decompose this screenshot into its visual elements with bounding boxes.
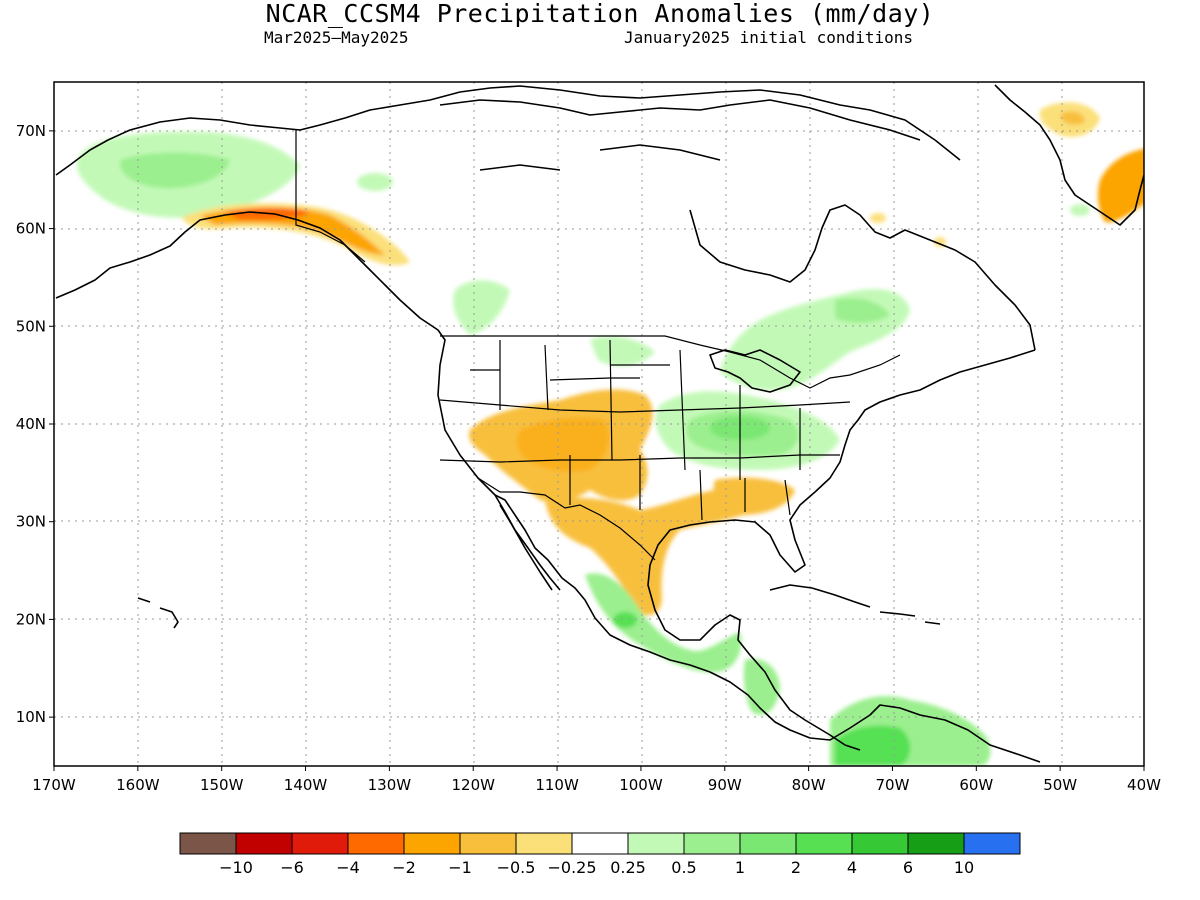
coastline-hudson-bay <box>689 204 1036 351</box>
x-axis-ticks: 170W 160W 150W 140W 130W 120W 110W 100W 90W 80W 70… <box>32 766 1161 794</box>
x-tick-label: 150W <box>200 776 244 794</box>
wet-region-west-canada <box>453 280 510 335</box>
chart-title: NCAR_CCSM4 Precipitation Anomalies (mm/d… <box>265 0 935 28</box>
x-tick-label: 50W <box>1043 776 1077 794</box>
colorbar-swatch <box>739 832 797 855</box>
colorbar-swatch <box>403 832 461 855</box>
anomaly-shading <box>76 102 1144 766</box>
colorbar-swatch <box>571 832 629 855</box>
dry-region-texas-mexico <box>545 485 764 616</box>
x-tick-label: 160W <box>116 776 160 794</box>
colorbar-swatch <box>235 832 293 855</box>
x-tick-label: 60W <box>959 776 993 794</box>
colorbar-label: 2 <box>791 858 801 877</box>
coastline-baja <box>494 494 711 673</box>
hawaii <box>137 597 179 629</box>
x-tick-label: 80W <box>792 776 826 794</box>
coastline-cuba <box>769 584 871 608</box>
colorbar-label: 0.25 <box>610 858 646 877</box>
colorbar-label: 1 <box>735 858 745 877</box>
y-tick-label: 40N <box>16 415 46 433</box>
colorbar-label: −0.25 <box>547 858 596 877</box>
coastline-central-america <box>709 671 1041 763</box>
x-tick-label: 140W <box>284 776 328 794</box>
border-us-canada <box>440 335 901 389</box>
border-alaska-canada <box>295 130 366 263</box>
x-tick-label: 130W <box>368 776 412 794</box>
gridlines <box>54 82 1144 766</box>
colorbar-swatch <box>291 832 349 855</box>
y-tick-label: 20N <box>16 610 46 628</box>
y-tick-label: 50N <box>16 317 46 335</box>
colorbar-label: −10 <box>219 858 253 877</box>
wet-region-mexico <box>585 573 742 673</box>
colorbar-label: −0.5 <box>497 858 536 877</box>
colorbar-swatch <box>851 832 909 855</box>
colorbar-swatch <box>347 832 405 855</box>
colorbar-swatch <box>683 832 741 855</box>
x-tick-label: 110W <box>535 776 579 794</box>
forecast-period: Mar2025–May2025 <box>264 28 409 47</box>
wet-region-east-canada <box>720 289 910 391</box>
colorbar-label: −6 <box>280 858 304 877</box>
y-axis-ticks: 10N 20N 30N 40N 50N 60N 70N <box>16 122 54 726</box>
colorbar-swatch <box>963 832 1021 855</box>
x-tick-label: 70W <box>876 776 910 794</box>
political-borders <box>295 130 901 561</box>
x-tick-label: 90W <box>708 776 742 794</box>
coastline-east <box>647 349 1036 751</box>
y-tick-label: 10N <box>16 708 46 726</box>
colorbar-swatch <box>795 832 853 855</box>
colorbar-swatch <box>627 832 685 855</box>
colorbar-label: 6 <box>903 858 913 877</box>
coastlines <box>55 84 1144 763</box>
x-tick-label: 120W <box>451 776 495 794</box>
colorbar: −10 −6 −4 −2 −1 −0.5 −0.25 0.25 0.5 1 2 4 6 10 <box>179 832 1021 877</box>
colorbar-swatch <box>907 832 965 855</box>
colorbar-label: 4 <box>847 858 857 877</box>
colorbar-label: 0.5 <box>671 858 696 877</box>
colorbar-label: 10 <box>954 858 974 877</box>
coastline-greenland <box>994 84 1144 226</box>
colorbar-swatch <box>515 832 573 855</box>
colorbar-swatch <box>179 832 237 855</box>
coastline-alaska <box>55 211 561 591</box>
initial-conditions: January2025 initial conditions <box>624 28 913 47</box>
x-tick-label: 100W <box>619 776 663 794</box>
colorbar-label: −4 <box>336 858 360 877</box>
border-us-mexico <box>477 477 656 561</box>
colorbar-label: −1 <box>448 858 472 877</box>
colorbar-swatch <box>459 832 517 855</box>
x-tick-label: 40W <box>1127 776 1161 794</box>
y-tick-label: 70N <box>16 122 46 140</box>
x-tick-label: 170W <box>32 776 76 794</box>
great-lakes <box>709 349 801 393</box>
colorbar-label: −2 <box>392 858 416 877</box>
y-tick-label: 60N <box>16 220 46 238</box>
y-tick-label: 30N <box>16 513 46 531</box>
arctic-islands <box>439 99 921 141</box>
